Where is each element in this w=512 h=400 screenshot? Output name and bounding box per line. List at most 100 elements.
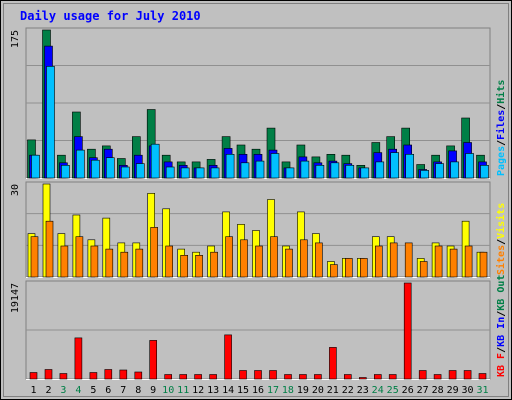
bar-pages [360, 167, 370, 179]
x-tick-label: 22 [342, 385, 354, 396]
legend-entry: Pages [496, 146, 507, 176]
bar-sites [270, 236, 278, 278]
bar-sites [60, 245, 69, 278]
bar-pages [91, 159, 100, 179]
bar-sites [479, 251, 488, 278]
x-tick-label: 15 [237, 385, 249, 396]
bar-kb-f [254, 370, 262, 380]
x-tick-label: 18 [282, 385, 294, 396]
bar-sites [359, 258, 368, 278]
bar-sites [285, 248, 293, 278]
x-tick-label: 23 [357, 385, 369, 396]
bar-pages [255, 160, 265, 179]
bar-sites [180, 255, 188, 278]
bar-kb-f [418, 370, 427, 380]
x-tick-label: 20 [312, 385, 324, 396]
bar-kb-f [209, 374, 217, 380]
bar-kb-f [314, 374, 322, 380]
bar-sites [419, 261, 428, 278]
x-tick-label: 26 [402, 385, 414, 396]
bar-kb-f [119, 369, 128, 380]
legend-entry: Files [495, 110, 507, 140]
x-tick-label: 9 [150, 385, 156, 396]
bar-pages [270, 153, 280, 179]
bar-sites [389, 242, 398, 278]
bar-kb-f [433, 374, 442, 380]
x-tick-label: 31 [476, 385, 488, 396]
bar-pages [106, 157, 115, 179]
legend-separator: / [496, 239, 507, 245]
x-tick-label: 1 [30, 385, 36, 396]
legend-entry: KB Out [496, 275, 507, 311]
bar-sites [330, 264, 338, 278]
chart-frame-inner [3, 3, 509, 397]
x-tick-label: 12 [192, 385, 204, 396]
bar-pages [405, 154, 415, 179]
bar-pages [480, 165, 489, 179]
bar-sites [374, 245, 383, 278]
x-tick-label: 11 [177, 385, 189, 396]
bar-kb-f [134, 371, 143, 380]
legend-entry: Visits [495, 203, 507, 239]
bar-kb-f [164, 374, 172, 380]
bar-pages [330, 162, 340, 179]
bar-kb-f [299, 374, 307, 380]
y-max-label: 30 [10, 184, 21, 196]
bar-pages [165, 166, 175, 179]
x-tick-label: 6 [105, 385, 111, 396]
bar-pages [150, 143, 160, 179]
bar-kb-f [239, 370, 247, 380]
series-kb-f [29, 282, 487, 380]
bar-sites [165, 245, 173, 278]
bar-kb-f [89, 372, 98, 380]
x-tick-label: 7 [120, 385, 126, 396]
legend-separator: / [496, 104, 507, 110]
bar-sites [150, 227, 158, 278]
bar-pages [390, 152, 400, 179]
x-tick-label: 16 [252, 385, 264, 396]
x-tick-label: 21 [327, 385, 339, 396]
bar-pages [195, 167, 205, 179]
bar-pages [46, 66, 55, 179]
legend-visits-sites: Sites/Visits [495, 203, 507, 275]
x-tick-label: 29 [447, 385, 459, 396]
bar-sites [434, 245, 443, 278]
bar-sites [315, 242, 323, 278]
bar-pages [210, 167, 220, 179]
bar-kb-f [74, 337, 83, 380]
bar-kb-f [463, 370, 472, 380]
x-tick-label: 10 [162, 385, 174, 396]
bar-pages [240, 162, 250, 179]
bar-pages [300, 160, 310, 179]
legend-separator: / [496, 311, 507, 317]
bar-pages [420, 170, 430, 179]
x-tick-label: 17 [267, 385, 279, 396]
bar-pages [375, 161, 385, 179]
bar-kb-f [44, 369, 53, 380]
x-tick-label: 27 [417, 385, 429, 396]
bar-sites [404, 242, 413, 278]
bar-sites [300, 239, 308, 278]
x-tick-label: 30 [461, 385, 473, 396]
x-tick-label: 5 [90, 385, 96, 396]
legend-entry: KB F [496, 353, 507, 377]
bar-sites [45, 220, 54, 278]
bar-kb-f [104, 369, 113, 380]
bar-kb-f [194, 374, 202, 380]
bar-sites [344, 258, 353, 278]
bar-kb-f [179, 374, 187, 380]
legend-entry: Sites [495, 245, 507, 275]
bar-sites [225, 236, 233, 278]
x-tick-label: 24 [372, 385, 384, 396]
bar-sites [195, 255, 203, 278]
bar-sites [210, 251, 218, 278]
bar-kb-f [478, 373, 487, 380]
bar-pages [465, 153, 474, 179]
x-tick-label: 8 [135, 385, 141, 396]
bar-kb-f [448, 370, 457, 380]
bar-kb-f [269, 370, 277, 380]
chart-panels: 175Pages/Files/Hits30Sites/Visits19147KB… [10, 27, 507, 380]
y-max-label: 19147 [10, 283, 21, 313]
legend-kb-traffic: KB F/KB In/KB Out [496, 275, 507, 377]
